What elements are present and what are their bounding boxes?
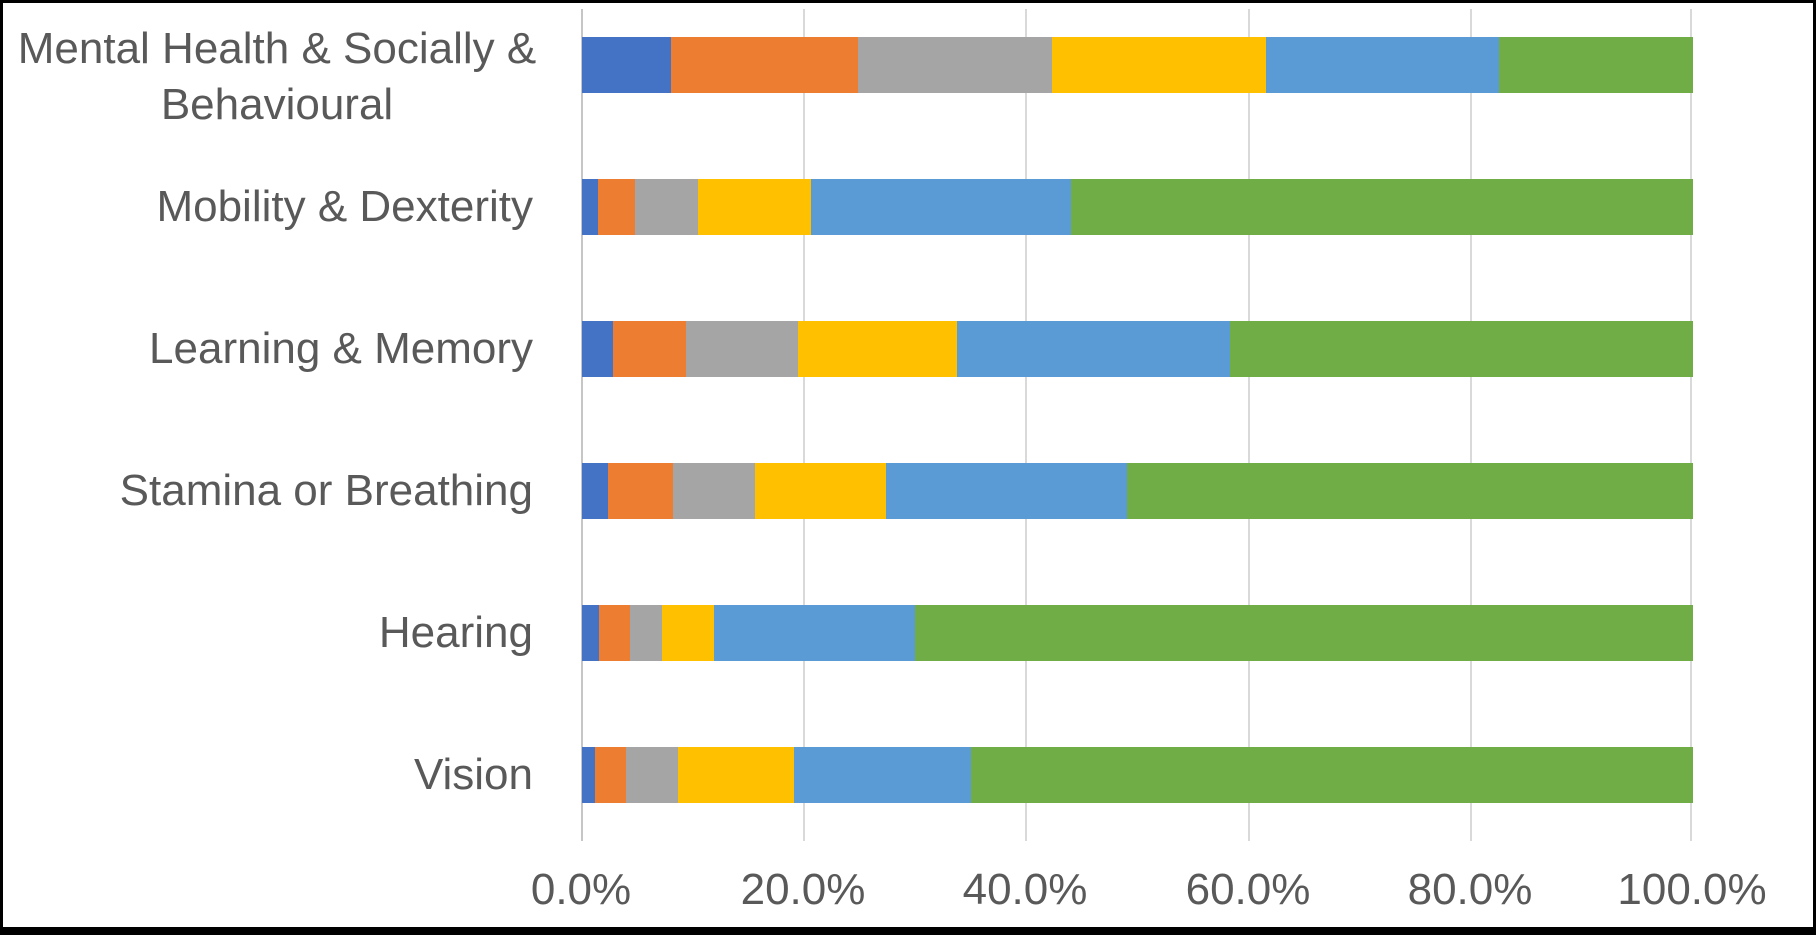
segment-5-light-blue — [794, 747, 971, 803]
segment-5-light-blue — [1266, 37, 1499, 93]
segment-4-yellow — [661, 605, 715, 661]
segment-4-yellow — [755, 463, 887, 519]
x-axis-tick-label: 40.0% — [962, 865, 1088, 914]
category-label: Stamina or Breathing — [119, 465, 533, 515]
segment-6-green — [915, 605, 1693, 661]
segment-6-green — [1498, 37, 1693, 93]
bar-row — [582, 37, 1693, 93]
segment-3-gray — [626, 747, 678, 803]
x-axis-tick-label: 0.0% — [530, 865, 632, 914]
segment-6-green — [1070, 179, 1693, 235]
segment-2-orange — [595, 747, 627, 803]
gridline-20-percent — [803, 9, 806, 841]
category-label: Mobility & Dexterity — [156, 181, 533, 231]
segment-5-light-blue — [714, 605, 916, 661]
segment-6-green — [970, 747, 1693, 803]
bar-row — [582, 747, 1693, 803]
segment-1-blue — [582, 747, 596, 803]
bar-row — [582, 463, 1693, 519]
bar-row — [582, 321, 1693, 377]
segment-4-yellow — [677, 747, 795, 803]
segment-5-light-blue — [810, 179, 1071, 235]
category-label: Vision — [413, 749, 533, 799]
segment-1-blue — [582, 463, 608, 519]
segment-4-yellow — [1051, 37, 1267, 93]
segment-6-green — [1127, 463, 1693, 519]
segment-5-light-blue — [957, 321, 1230, 377]
segment-1-blue — [582, 179, 598, 235]
segment-5-light-blue — [886, 463, 1128, 519]
segment-3-gray — [673, 463, 756, 519]
axis-line — [581, 9, 583, 841]
x-axis-tick-label: 80.0% — [1407, 865, 1533, 914]
segment-2-orange — [607, 463, 674, 519]
segment-1-blue — [582, 605, 599, 661]
segment-1-blue — [582, 321, 614, 377]
x-axis-tick-label: 100.0% — [1617, 865, 1767, 914]
category-label: Learning & Memory — [149, 323, 533, 373]
category-label: Hearing — [378, 607, 533, 657]
segment-6-green — [1229, 321, 1693, 377]
bar-row — [582, 605, 1693, 661]
segment-2-orange — [670, 37, 858, 93]
gridline-100-percent — [1690, 9, 1692, 841]
segment-1-blue — [582, 37, 671, 93]
x-axis-tick-label: 60.0% — [1185, 865, 1311, 914]
segment-3-gray — [635, 179, 698, 235]
gridline-80-percent — [1469, 9, 1472, 841]
segment-3-gray — [629, 605, 662, 661]
bar-row — [582, 179, 1693, 235]
plot-area — [581, 9, 1693, 841]
category-label: Mental Health & Socially & Behavioural — [17, 23, 537, 129]
segment-2-orange — [613, 321, 687, 377]
segment-3-gray — [857, 37, 1052, 93]
gridline-40-percent — [1025, 9, 1028, 841]
segment-4-yellow — [797, 321, 958, 377]
x-axis-tick-label: 20.0% — [740, 865, 866, 914]
gridline-60-percent — [1247, 9, 1250, 841]
segment-2-orange — [598, 605, 630, 661]
segment-2-orange — [597, 179, 636, 235]
segment-4-yellow — [697, 179, 811, 235]
segment-3-gray — [686, 321, 798, 377]
